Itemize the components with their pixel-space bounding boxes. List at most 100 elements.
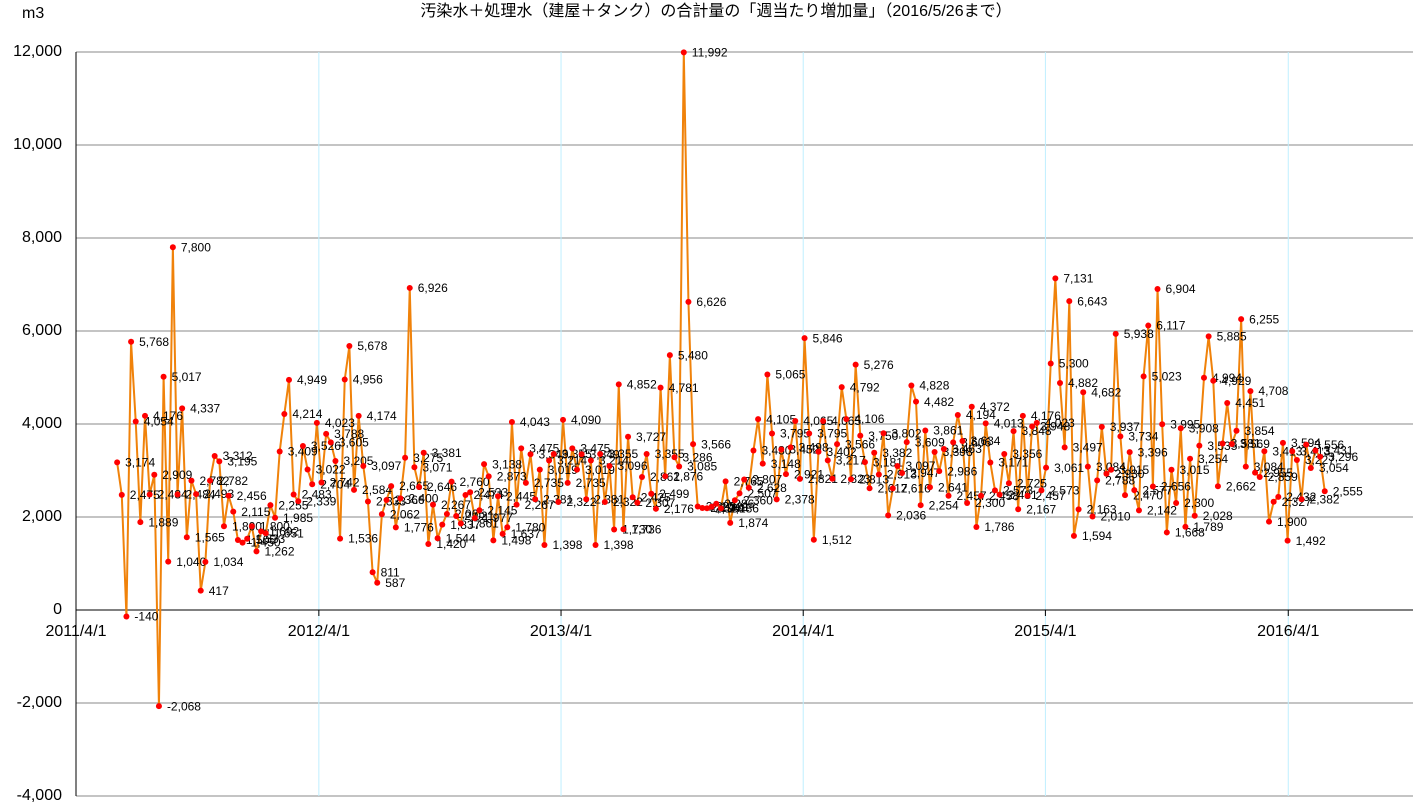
data-point xyxy=(313,419,320,426)
data-label: 3,085 xyxy=(687,460,717,474)
data-label: 4,106 xyxy=(854,412,884,426)
data-label: 3,727 xyxy=(636,430,666,444)
data-point xyxy=(676,463,683,470)
data-point xyxy=(504,524,511,531)
data-label: 5,017 xyxy=(172,370,202,384)
data-point xyxy=(174,491,181,498)
data-label: 6,926 xyxy=(418,281,448,295)
data-point xyxy=(495,493,502,500)
data-label: 2,300 xyxy=(1184,496,1214,510)
data-point xyxy=(587,457,594,464)
data-point xyxy=(1289,448,1296,455)
data-point xyxy=(852,361,859,368)
data-label: 2,955 xyxy=(1263,466,1293,480)
data-label: 2,641 xyxy=(938,480,968,494)
data-label: 2,507 xyxy=(748,487,778,501)
data-label: 3,382 xyxy=(882,446,912,460)
data-label: 3,214 xyxy=(557,454,587,468)
data-point xyxy=(1098,423,1105,430)
data-point xyxy=(434,535,441,542)
data-label: 3,556 xyxy=(1314,438,1344,452)
data-label: 1,668 xyxy=(1175,526,1205,540)
data-point xyxy=(638,473,645,480)
data-label: 2,584 xyxy=(362,483,392,497)
data-point xyxy=(1228,441,1235,448)
data-point xyxy=(880,430,887,437)
data-point xyxy=(142,412,149,419)
data-label: 1,544 xyxy=(446,531,476,545)
data-label: 2,267 xyxy=(441,498,471,512)
data-point xyxy=(290,491,297,498)
data-label: 2,307 xyxy=(645,496,675,510)
data-label: 1,977 xyxy=(483,511,513,525)
data-point xyxy=(1233,427,1240,434)
data-point xyxy=(476,507,483,514)
data-label: 3,409 xyxy=(288,445,318,459)
data-point xyxy=(471,515,478,522)
data-label: 3,355 xyxy=(562,447,592,461)
data-point xyxy=(490,537,497,544)
data-point xyxy=(815,448,822,455)
data-point xyxy=(685,298,692,305)
data-label: 3,497 xyxy=(1073,441,1103,455)
data-label: 3,296 xyxy=(1328,450,1358,464)
data-point xyxy=(657,384,664,391)
data-point xyxy=(759,460,766,467)
x-tick-label: 2012/4/1 xyxy=(288,623,350,640)
data-label: 2,484 xyxy=(186,488,216,502)
data-label: 4,956 xyxy=(353,373,383,387)
data-point xyxy=(146,491,153,498)
data-point xyxy=(620,526,627,533)
data-point xyxy=(234,537,241,544)
data-point xyxy=(114,459,121,466)
data-point xyxy=(169,244,176,251)
data-point xyxy=(1270,498,1277,505)
data-point xyxy=(369,569,376,576)
data-label: 1,837 xyxy=(450,518,480,532)
data-label: 5,938 xyxy=(1124,327,1154,341)
data-point xyxy=(824,457,831,464)
data-point xyxy=(276,448,283,455)
data-label: 587 xyxy=(385,576,405,590)
data-label: 2,760 xyxy=(460,475,490,489)
data-label: 3,526 xyxy=(311,439,341,453)
data-point xyxy=(253,548,260,555)
data-label: 3,071 xyxy=(422,460,452,474)
data-point xyxy=(225,492,232,499)
data-label: 3,795 xyxy=(780,427,810,441)
data-label: 6,643 xyxy=(1077,294,1107,308)
data-label: 2,782 xyxy=(218,474,248,488)
data-label: 1,040 xyxy=(176,555,206,569)
x-tick-label: 2013/4/1 xyxy=(530,623,592,640)
data-label: 2,254 xyxy=(929,498,959,512)
data-label: 1,492 xyxy=(1296,534,1326,548)
data-point xyxy=(555,499,562,506)
data-point xyxy=(982,420,989,427)
data-label: 3,452 xyxy=(789,443,819,457)
data-label: 3,908 xyxy=(1189,421,1219,435)
data-point xyxy=(1010,428,1017,435)
data-label: 5,480 xyxy=(678,348,708,362)
data-label: 2,381 xyxy=(594,492,624,506)
data-label: 7,800 xyxy=(181,240,211,254)
data-label: 4,372 xyxy=(980,400,1010,414)
data-label: 4,451 xyxy=(1235,396,1265,410)
data-point xyxy=(1149,483,1156,490)
data-point xyxy=(885,512,892,519)
data-label: 3,214 xyxy=(599,454,629,468)
data-label: 3,396 xyxy=(1138,445,1168,459)
data-label: 3,205 xyxy=(343,454,373,468)
data-label: 3,734 xyxy=(1128,430,1158,444)
data-label: 5,300 xyxy=(1059,357,1089,371)
data-point xyxy=(917,502,924,509)
data-point xyxy=(1131,487,1138,494)
data-point xyxy=(508,419,515,426)
data-label: 1,736 xyxy=(631,522,661,536)
data-point xyxy=(847,476,854,483)
data-point xyxy=(1001,450,1008,457)
data-label: 2,859 xyxy=(1268,470,1298,484)
data-point xyxy=(513,501,520,508)
data-point xyxy=(1182,523,1189,530)
data-label: 1,262 xyxy=(264,544,294,558)
data-label: 3,398 xyxy=(943,445,973,459)
